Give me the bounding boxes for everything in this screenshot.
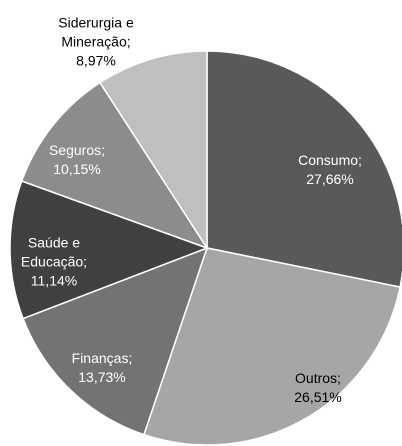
data-label: Consumo; 27,66%	[285, 151, 375, 189]
pie-slice	[9, 180, 210, 320]
data-label: Siderurgia e Mineração; 8,97%	[46, 14, 146, 71]
data-label: Finanças; 13,73%	[57, 349, 147, 387]
pie-slice	[98, 50, 208, 251]
label-value: 13,73%	[78, 369, 126, 385]
label-name: Finanças;	[71, 350, 133, 366]
label-name: Seguros;	[48, 142, 106, 158]
pie-slice	[20, 81, 209, 250]
data-label: Saúde e Educação; 11,14%	[14, 234, 94, 291]
data-label: Outros; 26,51%	[273, 369, 363, 407]
label-name: Outros;	[295, 370, 341, 386]
label-value: 26,51%	[294, 389, 342, 405]
label-value: 11,14%	[30, 272, 78, 289]
label-name: Saúde e Educação;	[20, 234, 88, 270]
pie-slice	[206, 50, 402, 288]
pie-slice	[142, 247, 401, 446]
pie-slice	[22, 246, 209, 436]
label-name: Consumo;	[298, 152, 362, 168]
label-value: 10,15%	[53, 161, 101, 177]
label-value: 27,66%	[306, 171, 354, 187]
label-name: Siderurgia e Mineração;	[58, 14, 134, 50]
data-label: Seguros; 10,15%	[32, 141, 122, 179]
label-value: 8,97%	[76, 52, 116, 69]
